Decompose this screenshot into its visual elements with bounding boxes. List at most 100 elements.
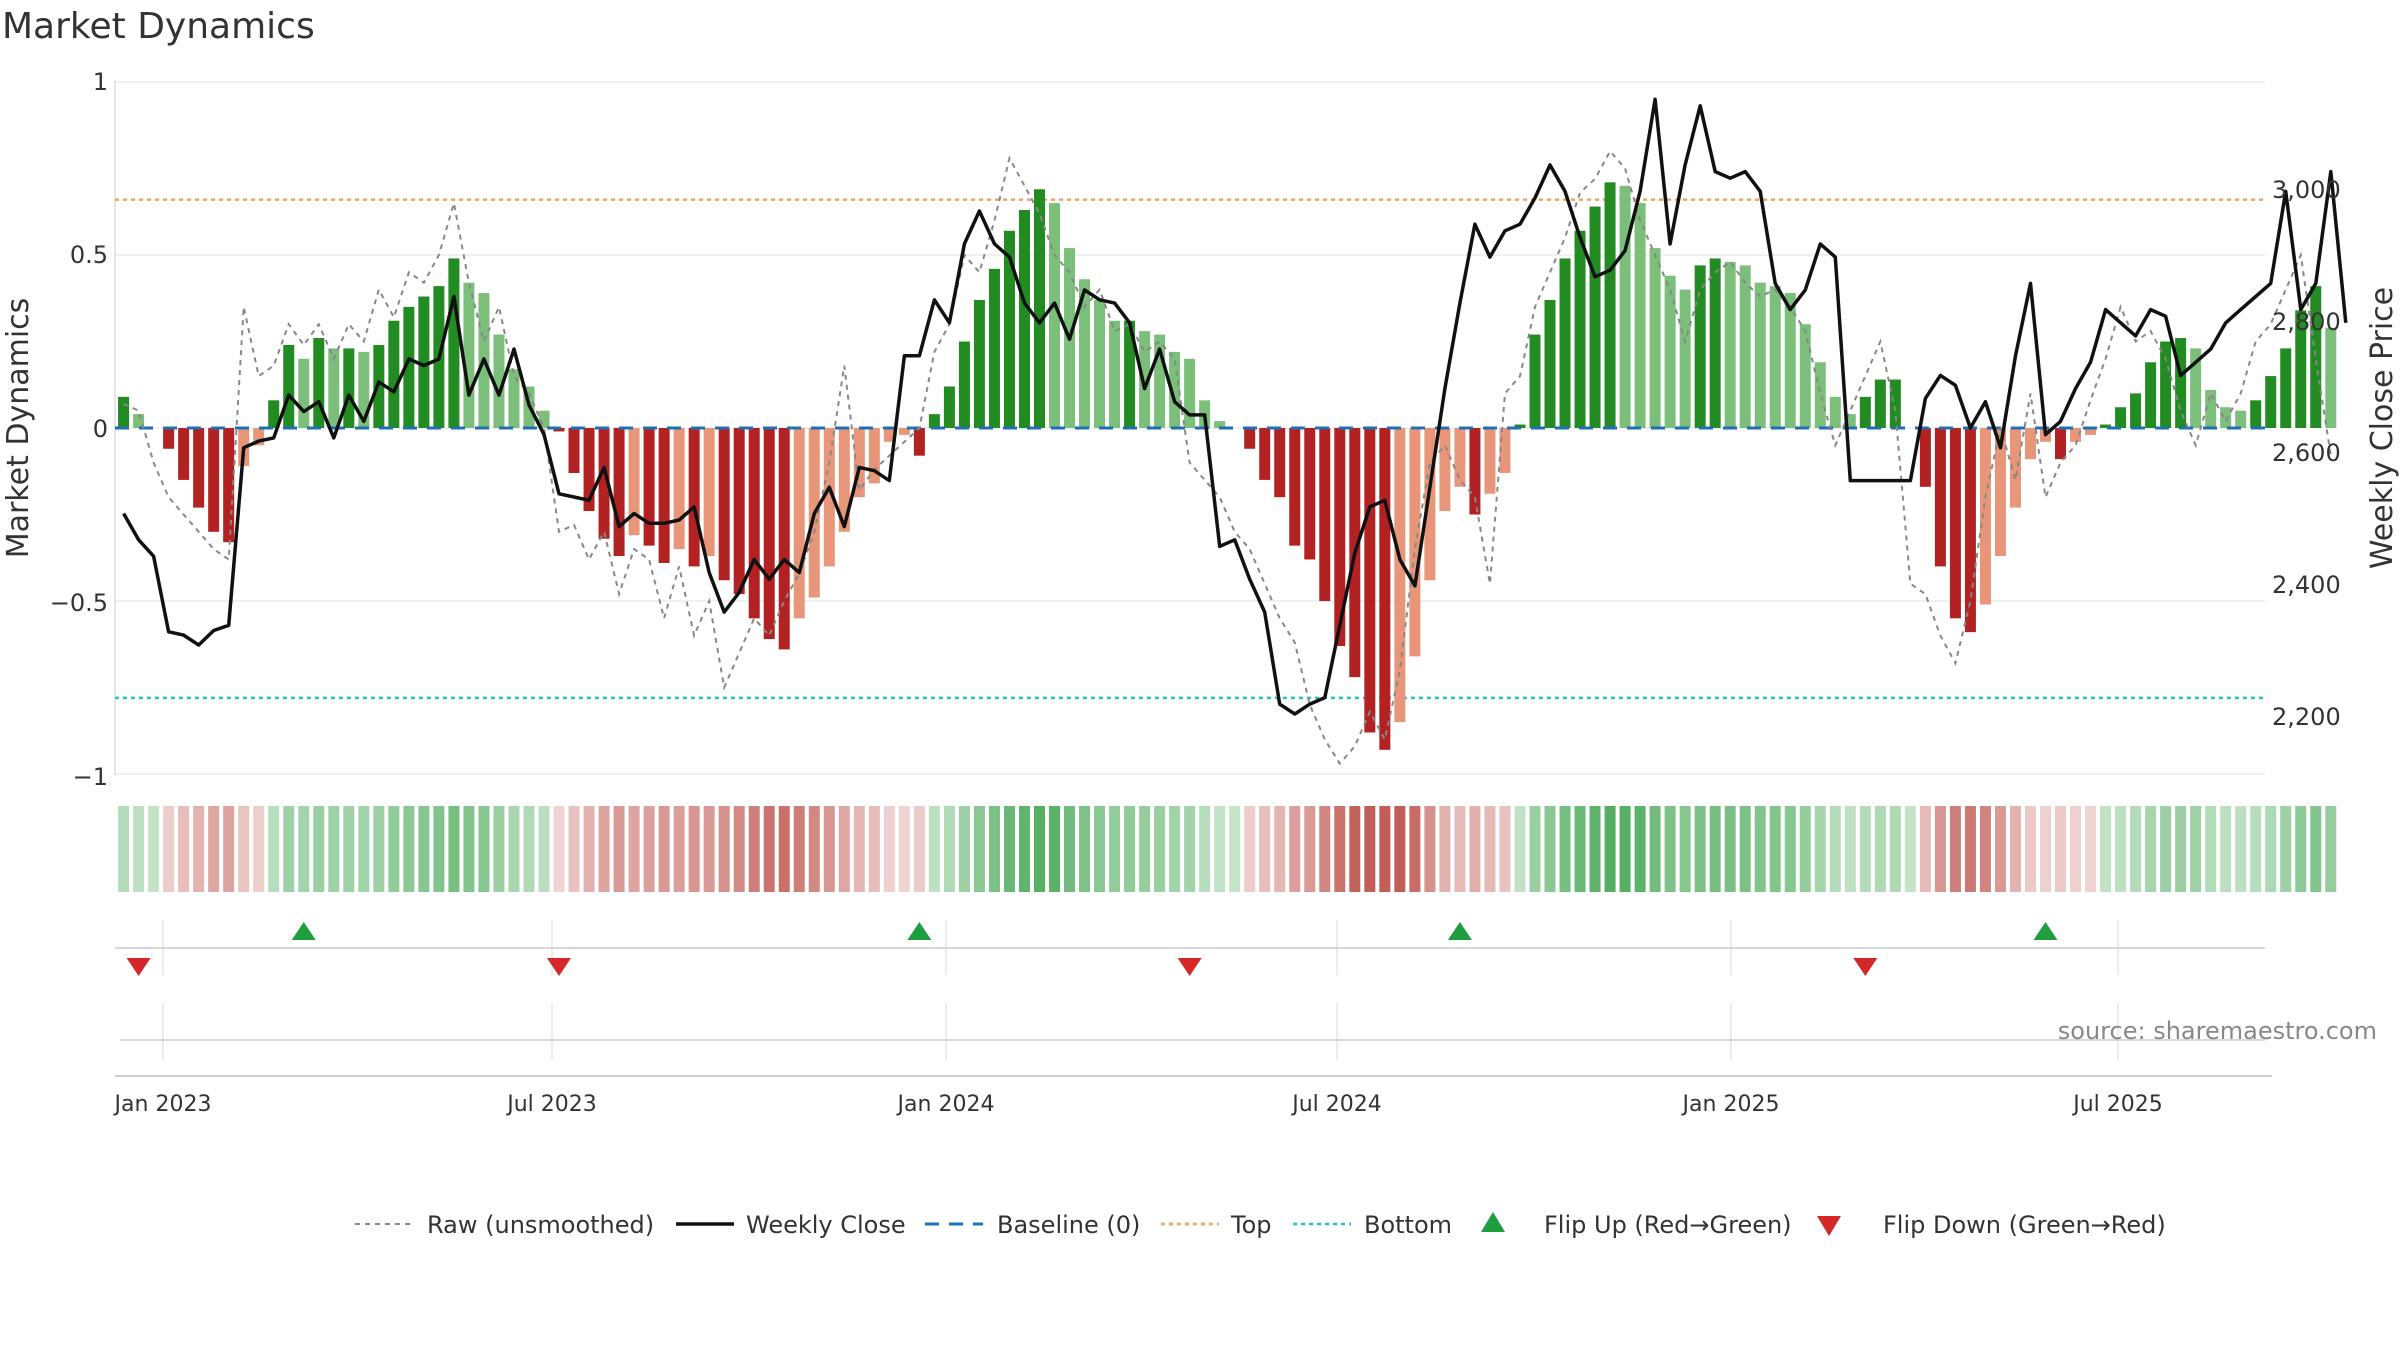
heat-cell: [733, 806, 745, 892]
heat-cell: [898, 806, 910, 892]
dynamics-bar: [1604, 182, 1616, 428]
heat-cell: [1919, 806, 1931, 892]
dynamics-bar: [2250, 400, 2262, 428]
dynamics-bar: [2130, 393, 2142, 428]
dynamics-bar: [283, 344, 295, 428]
heat-cell: [658, 806, 670, 892]
heat-cell: [598, 806, 610, 892]
dynamics-bar: [763, 428, 775, 640]
dynamics-bar: [1859, 396, 1871, 428]
dynamics-bar: [718, 428, 730, 581]
heat-cell: [2085, 806, 2097, 892]
dynamics-bar: [1874, 379, 1886, 428]
left-tick-neg-1: −1: [73, 763, 108, 791]
legend-item-flip-up: Flip Up (Red→Green): [1481, 1211, 1792, 1239]
threshold-lines: [115, 198, 2265, 700]
heat-cell: [1844, 806, 1856, 892]
dynamics-bar: [1289, 428, 1301, 546]
heat-cell: [1274, 806, 1286, 892]
heat-cell: [1064, 806, 1076, 892]
heat-cell: [1559, 806, 1571, 892]
left-axis-label: Market Dynamics: [1, 298, 36, 559]
dynamics-bar: [1979, 428, 1991, 605]
dynamics-bar: [2295, 310, 2307, 428]
dynamics-bar: [118, 396, 130, 428]
heat-cell: [1904, 806, 1916, 892]
heat-cell: [2235, 806, 2247, 892]
heat-cell: [1589, 806, 1601, 892]
heat-cell: [1529, 806, 1541, 892]
x-axis-ticks: Jan 2023 Jul 2023 Jan 2024 Jul 2024 Jan …: [113, 1092, 2163, 1117]
dynamics-bar: [2055, 428, 2067, 460]
heat-cell: [1784, 806, 1796, 892]
heat-cell: [1649, 806, 1661, 892]
left-axis: 1 0.5 0 −0.5 −1 Market Dynamics: [1, 68, 108, 791]
heat-cell: [1154, 806, 1166, 892]
heat-cell: [1124, 806, 1136, 892]
flip-panel-grid: [162, 920, 2119, 1060]
regime-heat-strip: [118, 806, 2337, 892]
dynamics-bar: [883, 428, 895, 442]
heat-cell: [2280, 806, 2292, 892]
dynamics-bar: [1619, 185, 1631, 428]
dynamics-bar: [2235, 410, 2247, 428]
dynamics-bar: [1514, 424, 1526, 428]
dynamics-bar: [1319, 428, 1331, 601]
dynamics-bar: [223, 428, 235, 543]
heat-cell: [913, 806, 925, 892]
dynamics-bar: [1109, 320, 1121, 428]
dynamics-bar: [1409, 428, 1421, 657]
right-tick-2400: 2,400: [2272, 571, 2341, 599]
dynamics-bar: [733, 428, 745, 595]
legend-swatch-flip-up: [1481, 1212, 1505, 1232]
dynamics-bar: [1649, 248, 1661, 428]
dynamics-bar: [1814, 362, 1826, 428]
heat-cell: [718, 806, 730, 892]
dynamics-bar: [568, 428, 580, 473]
right-axis-label: Weekly Close Price: [2365, 287, 2400, 569]
dynamics-bar: [1259, 428, 1271, 480]
legend-label-bottom: Bottom: [1364, 1211, 1452, 1239]
heat-cell: [2130, 806, 2142, 892]
heat-cell: [1289, 806, 1301, 892]
heat-cell: [298, 806, 310, 892]
main-panel: [114, 80, 2348, 775]
heat-cell: [868, 806, 880, 892]
heat-cell: [1259, 806, 1271, 892]
heat-cell: [1349, 806, 1361, 892]
flip-down-marker: [1853, 958, 1878, 976]
raw-series-line: [123, 149, 2332, 766]
heat-cell: [1439, 806, 1451, 892]
dynamics-bar: [388, 320, 400, 428]
left-tick-neg-0-5: −0.5: [50, 589, 108, 617]
heat-cell: [2220, 806, 2232, 892]
dynamics-bar: [598, 428, 610, 539]
legend-item-flip-down: Flip Down (Green→Red): [1817, 1211, 2166, 1239]
dynamics-bar: [2325, 327, 2337, 428]
dynamics-bar: [703, 428, 715, 557]
legend-label-top: Top: [1230, 1211, 1272, 1239]
heat-cell: [1799, 806, 1811, 892]
legend-item-bottom: Bottom: [1293, 1211, 1452, 1239]
right-axis: 3,000 2,800 2,600 2,400 2,200 Weekly Clo…: [2272, 176, 2400, 731]
heat-cell: [943, 806, 955, 892]
heat-cell: [523, 806, 535, 892]
heat-cell: [628, 806, 640, 892]
dynamics-bar: [1694, 265, 1706, 428]
heat-cell: [1604, 806, 1616, 892]
heat-cell: [553, 806, 565, 892]
dynamics-bar: [2205, 389, 2217, 428]
dynamics-bar: [1664, 275, 1676, 428]
right-tick-3000: 3,000: [2272, 176, 2341, 204]
heat-cell: [1889, 806, 1901, 892]
heat-cell: [2024, 806, 2036, 892]
dynamics-bar: [793, 428, 805, 619]
dynamics-bar: [208, 428, 220, 532]
flip-down-marker: [126, 958, 151, 976]
dynamics-bar: [1739, 265, 1751, 428]
dynamics-bar: [313, 338, 325, 428]
heat-cell: [958, 806, 970, 892]
heat-cell: [148, 806, 160, 892]
dynamics-bar: [1529, 334, 1541, 428]
